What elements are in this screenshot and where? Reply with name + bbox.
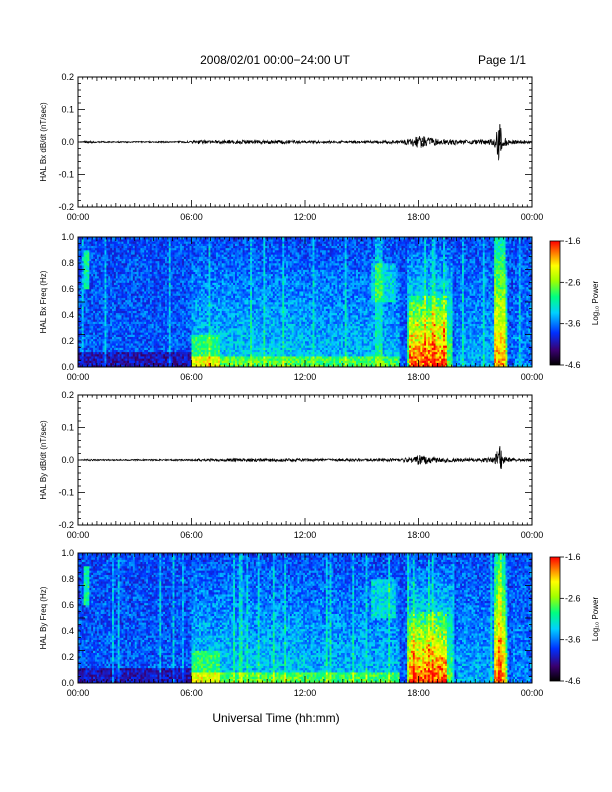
colorbar-gradient xyxy=(549,556,561,682)
plot-title: 2008/02/01 00:00−24:00 UT xyxy=(200,53,350,67)
colorbar-tick-label: -3.6 xyxy=(565,635,581,645)
panel-by-dbdt: 00:00 06:00 12:00 18:00 00:00 0.2 0.1 0.0 -0.1 -0… xyxy=(39,390,543,540)
y-tick-label: -0.2 xyxy=(58,520,74,530)
y-tick-label: 1.0 xyxy=(61,232,74,242)
colorbar-by: -1.6 -2.6 -3.6 -4.6 Log₁₀ Power xyxy=(549,552,600,686)
colorbar-tick-label: -1.6 xyxy=(565,552,581,562)
y-tick-label: 0.2 xyxy=(61,652,74,662)
panel-by-spectrogram: 00:00 06:00 12:00 18:00 00:00 1.0 0.8 0.6 0.4 0.2… xyxy=(39,548,543,698)
spectrogram-image xyxy=(78,237,533,368)
y-tick-label: 0.1 xyxy=(61,423,74,433)
x-tick-label: 18:00 xyxy=(407,530,430,540)
y-tick-label: 0.0 xyxy=(61,455,74,465)
colorbar-tick-label: -3.6 xyxy=(565,319,581,329)
series-line xyxy=(77,128,533,161)
colorbar-label: Log₁₀ Power xyxy=(591,597,600,642)
x-tick-label: 18:00 xyxy=(407,688,430,698)
x-tick-label: 12:00 xyxy=(294,688,317,698)
y-tick-label: 0.6 xyxy=(61,600,74,610)
x-tick-label: 12:00 xyxy=(294,530,317,540)
x-tick-label: 00:00 xyxy=(521,688,544,698)
y-axis-label: HAL Bx dB/dt (nT/sec) xyxy=(39,102,48,182)
x-tick-label: 12:00 xyxy=(294,212,317,222)
x-tick-label: 12:00 xyxy=(294,372,317,382)
colorbar-gradient xyxy=(549,240,561,366)
colorbar-tick-label: -4.6 xyxy=(565,676,581,686)
y-tick-label: 0.2 xyxy=(61,336,74,346)
y-tick-label: 0.4 xyxy=(61,310,74,320)
y-tick-label: 0.0 xyxy=(61,362,74,372)
x-tick-label: 18:00 xyxy=(407,372,430,382)
y-tick-label: 0.2 xyxy=(61,72,74,82)
colorbar-bx: -1.6 -2.6 -3.6 -4.6 Log₁₀ Power xyxy=(549,236,600,370)
x-tick-label: 06:00 xyxy=(180,372,203,382)
colorbar-tick-label: -2.6 xyxy=(565,277,581,287)
y-tick-label: -0.1 xyxy=(58,488,74,498)
x-tick-label: 00:00 xyxy=(521,372,544,382)
y-axis-label: HAL Bx Freq (Hz) xyxy=(39,270,48,333)
y-axis-label: HAL By Freq (Hz) xyxy=(39,586,48,649)
x-tick-label: 06:00 xyxy=(180,212,203,222)
y-tick-label: 0.2 xyxy=(61,390,74,400)
panel-bx-spectrogram: 00:00 06:00 12:00 18:00 00:00 1.0 0.8 0.6 0.4 0.2… xyxy=(39,232,543,382)
y-axis-label: HAL By dB/dt (nT/sec) xyxy=(39,420,48,500)
x-tick-label: 00:00 xyxy=(67,372,90,382)
y-tick-label: 0.4 xyxy=(61,626,74,636)
x-tick-label: 06:00 xyxy=(180,688,203,698)
x-tick-label: 06:00 xyxy=(180,530,203,540)
series-line xyxy=(77,447,533,469)
x-tick-label: 00:00 xyxy=(67,212,90,222)
colorbar-tick-label: -4.6 xyxy=(565,360,581,370)
panel-bx-dbdt: 00:00 06:00 12:00 18:00 00:00 0.2 0.1 0.0 -0.1 -0… xyxy=(39,72,543,222)
y-tick-label: 0.8 xyxy=(61,258,74,268)
y-tick-label: 0.8 xyxy=(61,574,74,584)
y-tick-label: 0.1 xyxy=(61,105,74,115)
x-axis-label: Universal Time (hh:mm) xyxy=(212,711,339,725)
x-tick-label: 18:00 xyxy=(407,212,430,222)
spectrogram-image xyxy=(78,553,533,684)
page-number: Page 1/1 xyxy=(478,53,526,67)
y-tick-label: 0.6 xyxy=(61,284,74,294)
colorbar-label: Log₁₀ Power xyxy=(591,281,600,326)
x-tick-label: 00:00 xyxy=(67,530,90,540)
colorbar-tick-label: -2.6 xyxy=(565,593,581,603)
y-tick-label: -0.1 xyxy=(58,170,74,180)
y-tick-label: -0.2 xyxy=(58,202,74,212)
x-tick-label: 00:00 xyxy=(521,212,544,222)
y-tick-label: 0.0 xyxy=(61,678,74,688)
y-tick-label: 0.0 xyxy=(61,137,74,147)
y-tick-label: 1.0 xyxy=(61,548,74,558)
x-tick-label: 00:00 xyxy=(521,530,544,540)
x-tick-label: 00:00 xyxy=(67,688,90,698)
colorbar-tick-label: -1.6 xyxy=(565,236,581,246)
